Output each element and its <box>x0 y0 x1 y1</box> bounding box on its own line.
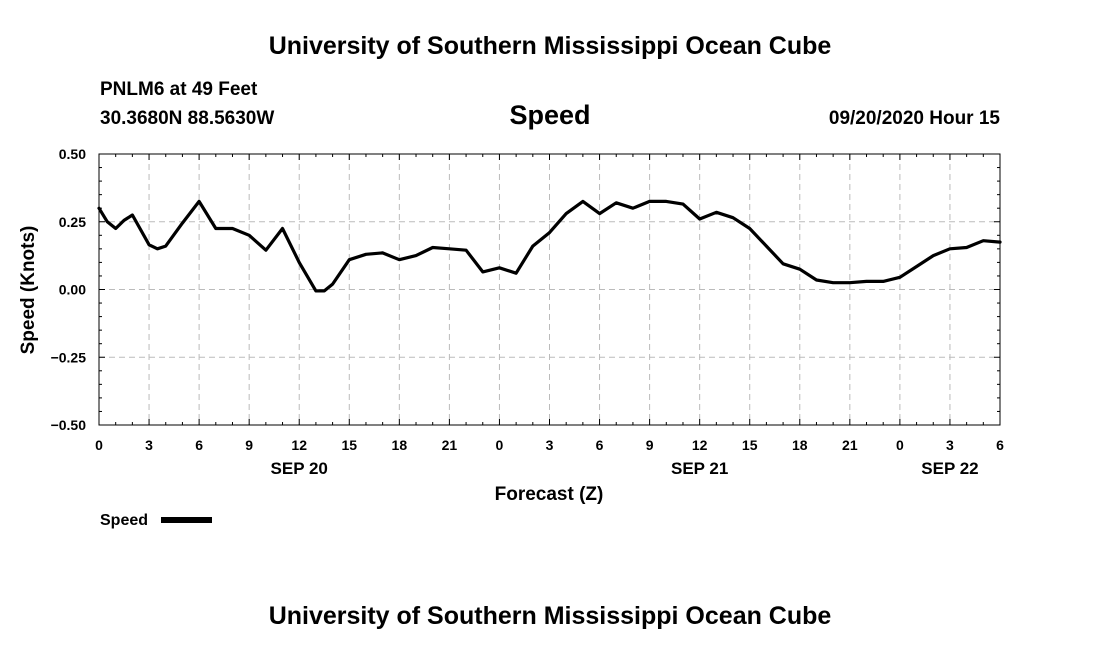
y-tick-label: −0.25 <box>51 349 87 365</box>
x-tick-label: 21 <box>842 437 858 453</box>
x-tick-label: 12 <box>291 437 307 453</box>
date-label: SEP 21 <box>671 459 728 478</box>
x-tick-label: 6 <box>996 437 1004 453</box>
legend-swatch <box>161 517 212 523</box>
station-label: PNLM6 at 49 Feet <box>100 79 258 100</box>
location-label: 30.3680N 88.5630W <box>100 108 274 129</box>
x-tick-label: 12 <box>692 437 708 453</box>
legend: Speed <box>100 512 212 529</box>
x-tick-label: 0 <box>896 437 904 453</box>
x-tick-label: 18 <box>392 437 408 453</box>
grid <box>99 154 1000 425</box>
x-tick-label: 6 <box>596 437 604 453</box>
x-tick-label: 9 <box>245 437 253 453</box>
legend-label: Speed <box>100 512 148 529</box>
tick-labels: 0 3 6 9 12 15 18 21 0 3 6 9 12 15 18 21 0 3 6 −0.50 −0.25 0.0… <box>51 146 1005 478</box>
x-tick-label: 3 <box>946 437 954 453</box>
chart-subtitle: Speed <box>509 100 590 130</box>
x-axis-title: Forecast (Z) <box>495 484 604 505</box>
y-tick-label: 0.50 <box>59 146 86 162</box>
x-tick-label: 21 <box>442 437 458 453</box>
series-layer <box>97 199 1002 293</box>
page-title: University of Southern Mississippi Ocean… <box>269 32 832 60</box>
x-tick-label: 3 <box>546 437 554 453</box>
x-tick-label: 9 <box>646 437 654 453</box>
plot-frame <box>98 153 1001 426</box>
y-tick-label: −0.50 <box>51 417 87 433</box>
y-tick-label: 0.00 <box>59 282 86 298</box>
x-tick-label: 0 <box>95 437 103 453</box>
x-tick-label: 6 <box>195 437 203 453</box>
date-label: SEP 22 <box>921 459 978 478</box>
timestamp-label: 09/20/2020 Hour 15 <box>829 108 1001 129</box>
y-tick-label: 0.25 <box>59 214 86 230</box>
x-tick-label: 15 <box>742 437 758 453</box>
date-label: SEP 20 <box>271 459 328 478</box>
x-tick-label: 3 <box>145 437 153 453</box>
series-line-speed <box>97 199 1002 293</box>
x-tick-label: 0 <box>496 437 504 453</box>
x-tick-label: 18 <box>792 437 808 453</box>
y-axis-title: Speed (Knots) <box>18 226 39 355</box>
x-tick-label: 15 <box>341 437 357 453</box>
footer-title: University of Southern Mississippi Ocean… <box>269 602 832 630</box>
